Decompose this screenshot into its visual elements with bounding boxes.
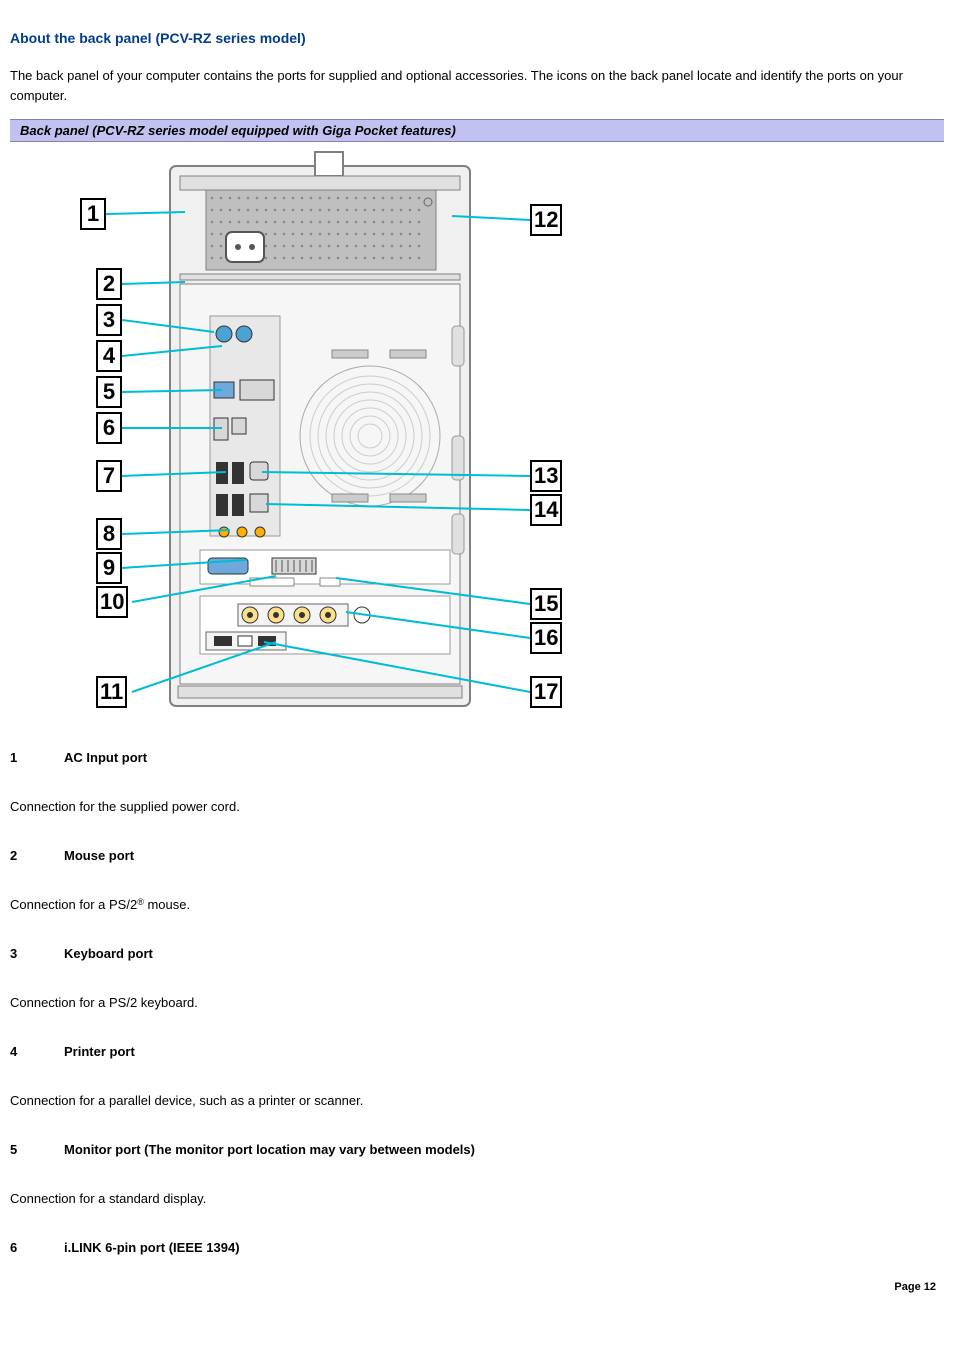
page-number: Page 12 [894,1281,936,1293]
section-body-2: Connection for a PS/2® mouse. [10,897,944,912]
figure-caption: Back panel (PCV-RZ series model equipped… [10,119,944,142]
callout-16: 16 [530,622,562,654]
callout-12: 12 [530,204,562,236]
section-heading-3: 3Keyboard port [10,946,944,961]
callout-2: 2 [96,268,122,300]
callout-7: 7 [96,460,122,492]
section-body-1: Connection for the supplied power cord. [10,799,944,814]
callout-15: 15 [530,588,562,620]
section-heading-6: 6i.LINK 6-pin port (IEEE 1394) [10,1240,944,1255]
page-title: About the back panel (PCV-RZ series mode… [10,30,944,46]
callout-1: 1 [80,198,106,230]
section-body-3: Connection for a PS/2 keyboard. [10,995,944,1010]
callout-3: 3 [96,304,122,336]
section-heading-1: 1AC Input port [10,750,944,765]
section-heading-4: 4Printer port [10,1044,944,1059]
callout-8: 8 [96,518,122,550]
section-heading-5: 5Monitor port (The monitor port location… [10,1142,944,1157]
callout-5: 5 [96,376,122,408]
callout-13: 13 [530,460,562,492]
section-body-5: Connection for a standard display. [10,1191,944,1206]
callout-17: 17 [530,676,562,708]
callout-11: 11 [96,676,127,708]
callout-9: 9 [96,552,122,584]
callout-14: 14 [530,494,562,526]
port-descriptions: 1AC Input port Connection for the supplie… [10,750,944,1255]
section-body-4: Connection for a parallel device, such a… [10,1093,944,1108]
callout-10: 10 [96,586,128,618]
back-panel-diagram: 1234567891011121314151617 [10,146,600,716]
intro-text: The back panel of your computer contains… [10,66,944,105]
callout-6: 6 [96,412,122,444]
section-heading-2: 2Mouse port [10,848,944,863]
callout-4: 4 [96,340,122,372]
